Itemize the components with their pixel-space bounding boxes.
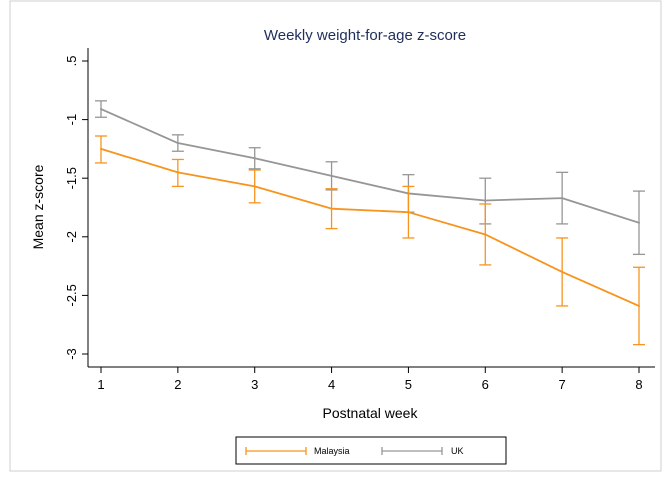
y-tick-label: -1.5 bbox=[64, 167, 79, 189]
series-line-uk bbox=[100, 108, 640, 224]
data-point-uk bbox=[561, 197, 564, 200]
y-ticks: .5 -1 -1.5 -2 -2.5 -3 bbox=[64, 56, 88, 360]
data-point-malaysia bbox=[407, 211, 410, 214]
data-point-uk bbox=[638, 221, 640, 224]
data-point-malaysia bbox=[638, 304, 640, 307]
x-tick-label: 3 bbox=[251, 377, 258, 392]
y-tick-label: -3 bbox=[64, 348, 79, 360]
y-tick-label: -2.5 bbox=[64, 284, 79, 306]
data-point-malaysia bbox=[561, 270, 564, 273]
data-point-malaysia bbox=[484, 233, 487, 236]
legend-label-uk: UK bbox=[451, 446, 464, 456]
x-tick-label: 7 bbox=[559, 377, 566, 392]
x-tick-label: 2 bbox=[174, 377, 181, 392]
series-line-malaysia bbox=[100, 148, 640, 307]
series-malaysia bbox=[95, 135, 645, 346]
x-tick-label: 8 bbox=[635, 377, 642, 392]
legend-label-malaysia: Malaysia bbox=[314, 446, 350, 456]
x-tick-label: 6 bbox=[482, 377, 489, 392]
data-point-malaysia bbox=[253, 185, 256, 188]
y-tick-label: .5 bbox=[64, 56, 79, 67]
data-point-uk bbox=[100, 108, 102, 111]
chart-title: Weekly weight-for-age z-score bbox=[264, 27, 466, 44]
data-point-malaysia bbox=[100, 147, 102, 150]
y-tick-label: -1 bbox=[64, 114, 79, 126]
plot-area bbox=[87, 48, 655, 368]
x-tick-label: 5 bbox=[405, 377, 412, 392]
legend: Malaysia UK bbox=[235, 436, 507, 465]
data-point-malaysia bbox=[176, 171, 179, 174]
x-axis-title: Postnatal week bbox=[323, 405, 419, 421]
chart-frame bbox=[9, 0, 662, 472]
x-tick-label: 4 bbox=[328, 377, 335, 392]
series-layer bbox=[95, 100, 645, 346]
data-point-uk bbox=[176, 142, 179, 145]
y-axis-title: Mean z-score bbox=[30, 164, 46, 249]
data-point-uk bbox=[253, 157, 256, 160]
y-tick-label: -2 bbox=[64, 231, 79, 243]
data-point-uk bbox=[484, 199, 487, 202]
x-tick-label: 1 bbox=[97, 377, 104, 392]
data-point-uk bbox=[330, 174, 333, 177]
x-ticks: 1 2 3 4 5 6 7 8 bbox=[97, 367, 643, 392]
data-point-malaysia bbox=[330, 207, 333, 210]
